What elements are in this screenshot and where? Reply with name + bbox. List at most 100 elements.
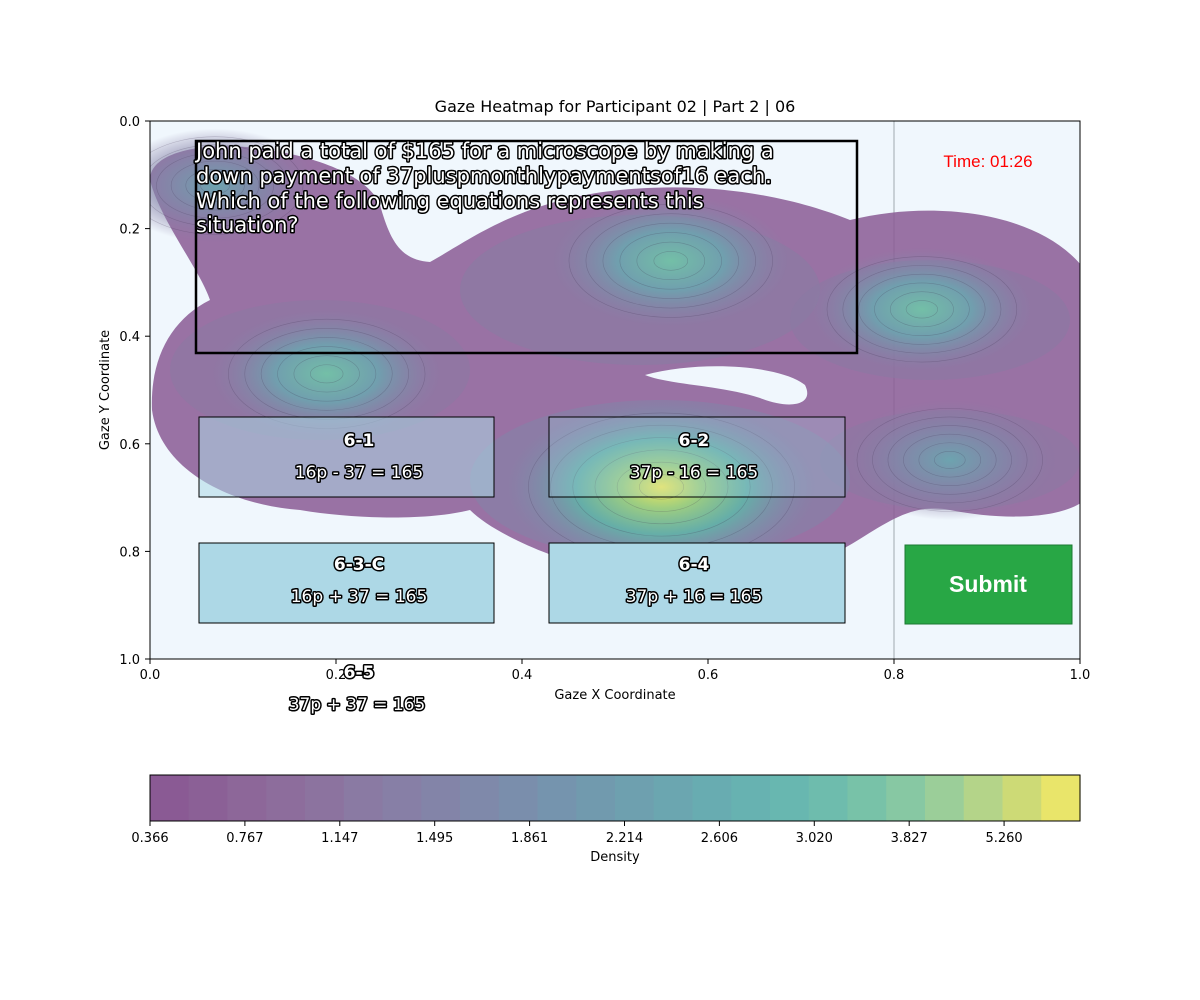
colorbar-swatch-13 (653, 775, 694, 821)
density-contour-2-4 (602, 222, 739, 299)
density-contour-3-2 (293, 355, 360, 393)
question-line-1: John paid a total of $165 for a microsco… (194, 139, 774, 163)
colorbar-swatch-7 (421, 775, 461, 821)
plot-frame (149, 120, 1081, 660)
density-contour-2-6 (568, 204, 773, 318)
density-contour-1-2 (616, 461, 707, 512)
y-tick-label-5: 1.0 (119, 653, 140, 668)
y-tick-label-4: 0.8 (119, 545, 140, 560)
density-contour-2-2 (636, 241, 706, 281)
colorbar-swatch-3 (266, 775, 306, 821)
x-tick-label-3: 0.6 (698, 668, 719, 683)
colorbar-tick-label-2: 1.147 (321, 831, 358, 846)
density-contour-4-5 (842, 265, 1002, 354)
colorbar-swatch-21 (963, 775, 1004, 821)
colorbar-swatch-8 (460, 775, 500, 821)
submit-button[interactable]: Submit (904, 544, 1073, 625)
option-a-equation: 16p - 37 = 165 (295, 463, 424, 483)
density-contour-4-2 (889, 291, 954, 328)
density-contour-3-1 (310, 364, 344, 384)
option-a-id: 6-1 (344, 431, 375, 451)
density-peak-2 (552, 194, 790, 327)
y-tick-label-2: 0.4 (119, 330, 140, 345)
density-contour-6-4 (156, 152, 275, 219)
y-tick-label-3: 0.6 (119, 438, 140, 453)
colorbar-swatch-4 (305, 775, 345, 821)
option-c[interactable]: 6-3-C 16p + 37 = 165 (198, 542, 495, 624)
option-a-box[interactable] (198, 416, 495, 498)
y-tick-label-1: 0.2 (119, 223, 140, 238)
colorbar-swatch-22 (1002, 775, 1042, 821)
colorbar-swatch-23 (1041, 775, 1081, 821)
option-b-id: 6-2 (679, 431, 710, 451)
density-contour-5-6 (856, 408, 1043, 512)
density-peak-3 (211, 310, 442, 438)
x-axis-label: Gaze X Coordinate (554, 688, 675, 703)
option-d-equation: 37p + 16 = 165 (626, 587, 763, 607)
density-contour-4-6 (826, 256, 1018, 363)
colorbar-swatch-2 (227, 775, 267, 821)
option-c-equation: 16p + 37 = 165 (291, 587, 428, 607)
density-contour-3-4 (260, 337, 393, 411)
colorbar-swatch-20 (925, 775, 965, 821)
option-d-id: 6-4 (679, 555, 710, 575)
x-tick-label-2: 0.4 (512, 668, 533, 683)
question-line-4: situation? (196, 213, 299, 237)
density-peaks (150, 128, 1059, 574)
y-axis-ticks: 0.0 0.2 0.4 0.6 0.8 1.0 (119, 115, 150, 668)
option-a[interactable]: 6-1 16p - 37 = 165 (198, 416, 495, 498)
colorbar-tick-label-1: 0.767 (226, 831, 263, 846)
option-c-id: 6-3-C (334, 555, 384, 575)
colorbar-ticks: 0.366 0.767 1.147 1.495 1.861 2.214 2.606 3.020… (131, 821, 1023, 846)
density-contour-4-1 (905, 300, 939, 319)
colorbar-swatch-0 (150, 775, 190, 821)
density-contour-2-5 (585, 213, 756, 309)
density-contour-5-5 (872, 416, 1028, 504)
submit-button-box[interactable] (904, 544, 1073, 625)
colorbar-swatch-10 (537, 775, 577, 821)
density-contour-5-4 (887, 425, 1012, 495)
density-contour-2-1 (653, 251, 689, 271)
submit-button-label[interactable]: Submit (949, 571, 1027, 597)
option-e-equation: 37p + 37 = 165 (289, 695, 426, 715)
option-d[interactable]: 6-4 37p + 16 = 165 (548, 542, 846, 624)
colorbar-swatch-9 (498, 775, 539, 821)
density-hole (645, 366, 808, 405)
colorbar-swatch-5 (343, 775, 384, 821)
density-peak-6 (150, 128, 318, 243)
colorbar-tick-label-9: 5.260 (985, 831, 1022, 846)
option-d-box[interactable] (548, 542, 846, 624)
colorbar-tick-label-8: 3.827 (891, 831, 928, 846)
colorbar-swatch-12 (615, 775, 655, 821)
density-peak-1 (506, 400, 817, 574)
question-line-3: Which of the following equations represe… (196, 189, 704, 213)
density-contour-1-1 (639, 474, 684, 500)
density-contour-2-3 (619, 232, 723, 290)
colorbar-tick-label-5: 2.214 (606, 831, 643, 846)
option-b[interactable]: 6-2 37p - 16 = 165 (548, 416, 846, 498)
option-b-box[interactable] (548, 416, 846, 498)
colorbar-swatch-11 (576, 775, 616, 821)
density-contour-6-3 (170, 160, 260, 211)
timer-label: Time: 01:26 (943, 152, 1032, 171)
colorbar-swatch-18 (847, 775, 887, 821)
option-e-id: 6-5 (344, 663, 375, 683)
chart-title: Gaze Heatmap for Participant 02 | Part 2… (435, 97, 796, 116)
x-tick-label-5: 1.0 (1070, 668, 1091, 683)
density-contour-3-3 (277, 346, 377, 402)
option-e[interactable]: 6-5 37p + 37 = 165 (287, 662, 427, 717)
y-axis-label: Gaze Y Coordinate (98, 330, 113, 450)
density-contour-1-3 (594, 449, 729, 525)
density-contour-6-2 (185, 168, 245, 203)
density-contour-5-1 (934, 451, 966, 469)
option-c-box[interactable] (198, 542, 495, 624)
density-contour-6-5 (150, 144, 289, 227)
question-line-2: down payment of 37pluspmonthlypaymentsof… (196, 164, 772, 188)
colorbar-swatch-14 (692, 775, 732, 821)
x-tick-label-4: 0.8 (884, 668, 905, 683)
x-axis-ticks: 0.0 0.2 0.4 0.6 0.8 1.0 (140, 659, 1091, 683)
x-tick-label-1: 0.2 (326, 668, 347, 683)
colorbar-tick-label-3: 1.495 (416, 831, 453, 846)
colorbar-swatch-17 (808, 775, 849, 821)
